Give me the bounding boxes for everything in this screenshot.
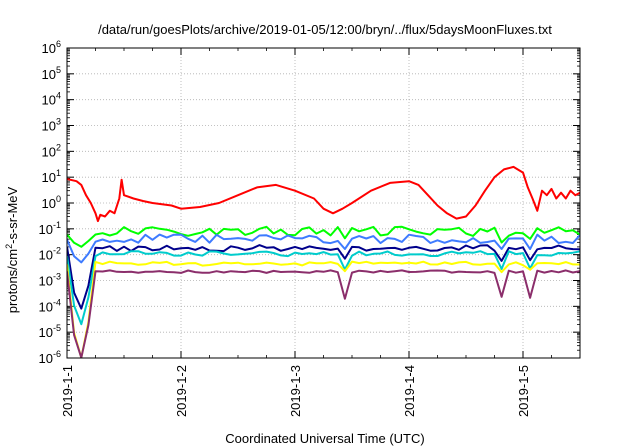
- y-tick-exponent: -4: [53, 297, 61, 307]
- x-tick-label: 2019-1-3: [288, 365, 303, 417]
- x-axis-title: Coordinated Universal Time (UTC): [225, 431, 424, 446]
- series-line-6: [67, 260, 580, 358]
- plot-frame: [66, 47, 581, 359]
- x-tick-label: 2019-1-4: [402, 365, 417, 417]
- y-tick-label: 104: [42, 91, 61, 108]
- y-tick-exponent: 5: [56, 65, 61, 75]
- y-tick-label: 10-1: [39, 220, 61, 237]
- y-tick-exponent: 4: [56, 91, 61, 101]
- y-tick-exponent: -3: [53, 272, 61, 282]
- y-tick-label: 10-6: [39, 349, 61, 366]
- series-line-3: [67, 233, 580, 264]
- y-axis-title-superscript: 2: [4, 244, 14, 249]
- axis-ticks: [66, 47, 581, 359]
- y-tick-label: 105: [42, 65, 61, 82]
- y-tick-exponent: -2: [53, 246, 61, 256]
- x-tick-label: 2019-1-5: [516, 365, 531, 417]
- y-tick-label: 10-3: [39, 272, 61, 289]
- y-tick-label: 10-4: [39, 297, 61, 314]
- chart-title: /data/run/goesPlots/archive/2019-01-05/1…: [98, 22, 552, 37]
- y-tick-exponent: 3: [56, 117, 61, 127]
- y-tick-label: 101: [42, 168, 61, 185]
- tick-labels: 10-610-510-410-310-210-11001011021031041…: [39, 39, 531, 417]
- y-axis-title-rest: -s-sr-MeV: [5, 186, 20, 243]
- y-tick-label: 103: [42, 117, 61, 134]
- y-tick-label: 102: [42, 142, 61, 159]
- y-tick-label: 10-2: [39, 246, 61, 263]
- y-tick-label: 100: [42, 194, 61, 211]
- series-line-1: [67, 165, 580, 223]
- y-tick-exponent: 6: [56, 39, 61, 49]
- grid-lines: [66, 48, 580, 358]
- y-tick-exponent: 0: [56, 194, 61, 204]
- y-axis-title-base: protons/cm: [5, 249, 20, 313]
- series-lines: [67, 165, 580, 358]
- series-line-5: [67, 250, 580, 326]
- y-tick-exponent: 1: [56, 168, 61, 178]
- y-axis-title: protons/cm2-s-sr-MeV: [4, 186, 20, 313]
- x-tick-label: 2019-1-1: [60, 365, 75, 417]
- y-tick-label: 106: [42, 39, 61, 56]
- y-tick-exponent: -5: [53, 323, 61, 333]
- y-tick-exponent: -6: [53, 349, 61, 359]
- y-tick-label: 10-5: [39, 323, 61, 340]
- series-line-4: [67, 244, 580, 310]
- y-tick-exponent: 2: [56, 142, 61, 152]
- x-tick-label: 2019-1-2: [174, 365, 189, 417]
- series-line-2: [67, 225, 580, 248]
- y-tick-exponent: -1: [53, 220, 61, 230]
- series-line-7: [67, 269, 580, 358]
